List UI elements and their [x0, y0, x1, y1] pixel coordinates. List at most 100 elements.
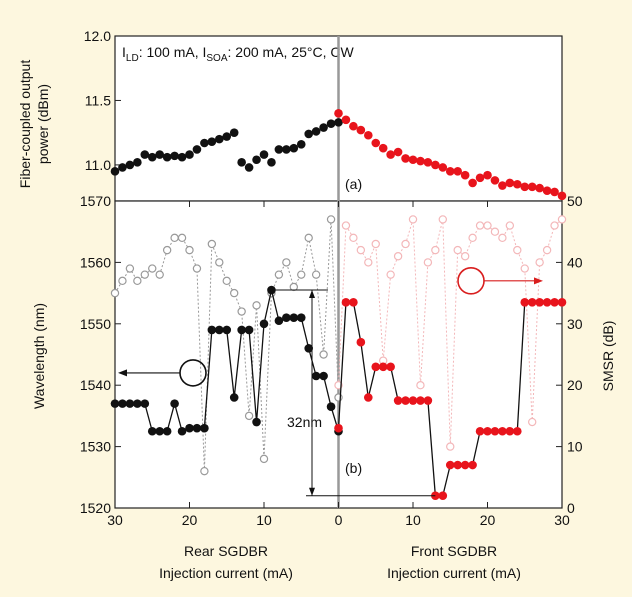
power-point	[170, 152, 179, 161]
power-point	[141, 150, 150, 159]
wavelength-point	[483, 427, 492, 436]
power-point	[349, 122, 358, 131]
smsr-point	[387, 271, 394, 278]
wavelength-point	[379, 362, 388, 371]
wavelength-point	[364, 393, 373, 402]
wavelength-point	[371, 362, 380, 371]
smsr-point	[544, 247, 551, 254]
wavelength-point	[386, 362, 395, 371]
smsr-point	[372, 240, 379, 247]
wavelength-point	[208, 326, 217, 335]
smsr-point	[432, 247, 439, 254]
power-point	[193, 145, 202, 154]
wavelength-point	[468, 461, 477, 470]
power-point	[543, 186, 552, 195]
smsr-point	[193, 265, 200, 272]
panel-b-y-tick-label: 1530	[80, 439, 111, 455]
smsr-point	[320, 351, 327, 358]
panel-b-y-tick-label: 1560	[80, 254, 111, 270]
wavelength-point	[453, 461, 462, 470]
power-point	[260, 150, 269, 159]
panel-a-label: (a)	[345, 176, 362, 192]
smsr-point	[231, 290, 238, 297]
wavelength-point	[193, 424, 202, 433]
wavelength-point	[237, 326, 246, 335]
smsr-point	[134, 277, 141, 284]
power-point	[550, 188, 559, 197]
smsr-point	[484, 222, 491, 229]
x-tick-label: 0	[335, 512, 343, 528]
power-point	[163, 153, 172, 162]
smsr-point	[186, 247, 193, 254]
smsr-point	[402, 240, 409, 247]
wavelength-point	[513, 427, 522, 436]
power-point	[386, 150, 395, 159]
power-point	[379, 144, 388, 153]
smsr-point	[357, 247, 364, 254]
panel-b-ylabel-right: SMSR (dB)	[600, 321, 616, 392]
wavelength-point	[342, 298, 351, 307]
wavelength-point	[394, 396, 403, 405]
power-point	[394, 148, 403, 157]
wavelength-point	[558, 298, 567, 307]
wavelength-point	[312, 372, 321, 381]
smsr-point	[141, 271, 148, 278]
wavelength-point	[260, 320, 269, 329]
power-point	[535, 184, 544, 193]
panel-b-right-tick-label: 40	[567, 254, 583, 270]
wavelength-point	[118, 399, 127, 408]
power-point	[431, 161, 440, 170]
x-tick-label: 10	[405, 512, 421, 528]
x-label-rear-line2: Injection current (mA)	[159, 565, 293, 581]
wavelength-point	[520, 298, 529, 307]
panel-b-y-tick-label: 1540	[80, 377, 111, 393]
wavelength-point	[282, 313, 291, 322]
power-point	[237, 158, 246, 167]
smsr-point	[536, 259, 543, 266]
power-point	[215, 135, 224, 144]
wavelength-point	[461, 461, 470, 470]
power-point	[327, 119, 336, 128]
power-point	[446, 167, 455, 176]
power-point	[409, 155, 418, 164]
panel-b-y-tick-label: 1550	[80, 316, 111, 332]
smsr-point	[298, 271, 305, 278]
smsr-point	[290, 283, 297, 290]
power-point	[498, 181, 507, 190]
smsr-point	[149, 265, 156, 272]
power-point	[364, 131, 373, 140]
smsr-point	[521, 265, 528, 272]
smsr-point	[365, 259, 372, 266]
power-point	[111, 167, 120, 176]
wavelength-point	[275, 316, 284, 325]
power-point	[453, 167, 462, 176]
smsr-point	[454, 247, 461, 254]
wavelength-point	[327, 402, 336, 411]
smsr-point	[558, 216, 565, 223]
power-point	[185, 150, 194, 159]
wavelength-point	[401, 396, 410, 405]
wavelength-point	[550, 298, 559, 307]
smsr-point	[260, 455, 267, 462]
power-point	[491, 176, 500, 185]
wavelength-point	[416, 396, 425, 405]
smsr-point	[305, 234, 312, 241]
panel-b-right-tick-label: 50	[567, 193, 583, 209]
smsr-point	[506, 222, 513, 229]
power-point	[513, 180, 522, 189]
smsr-point	[409, 216, 416, 223]
smsr-point	[476, 222, 483, 229]
power-point	[334, 118, 343, 127]
wavelength-point	[506, 427, 515, 436]
panel-b-label: (b)	[345, 460, 362, 476]
wavelength-point	[498, 427, 507, 436]
power-point	[133, 158, 142, 167]
wavelength-point	[230, 393, 239, 402]
wavelength-point	[245, 326, 254, 335]
x-label-front-line1: Front SGDBR	[411, 543, 497, 559]
panel-b-y-tick-label: 1570	[80, 193, 111, 209]
power-point	[461, 171, 470, 180]
power-point	[319, 123, 328, 132]
smsr-point	[208, 240, 215, 247]
power-point	[148, 153, 157, 162]
